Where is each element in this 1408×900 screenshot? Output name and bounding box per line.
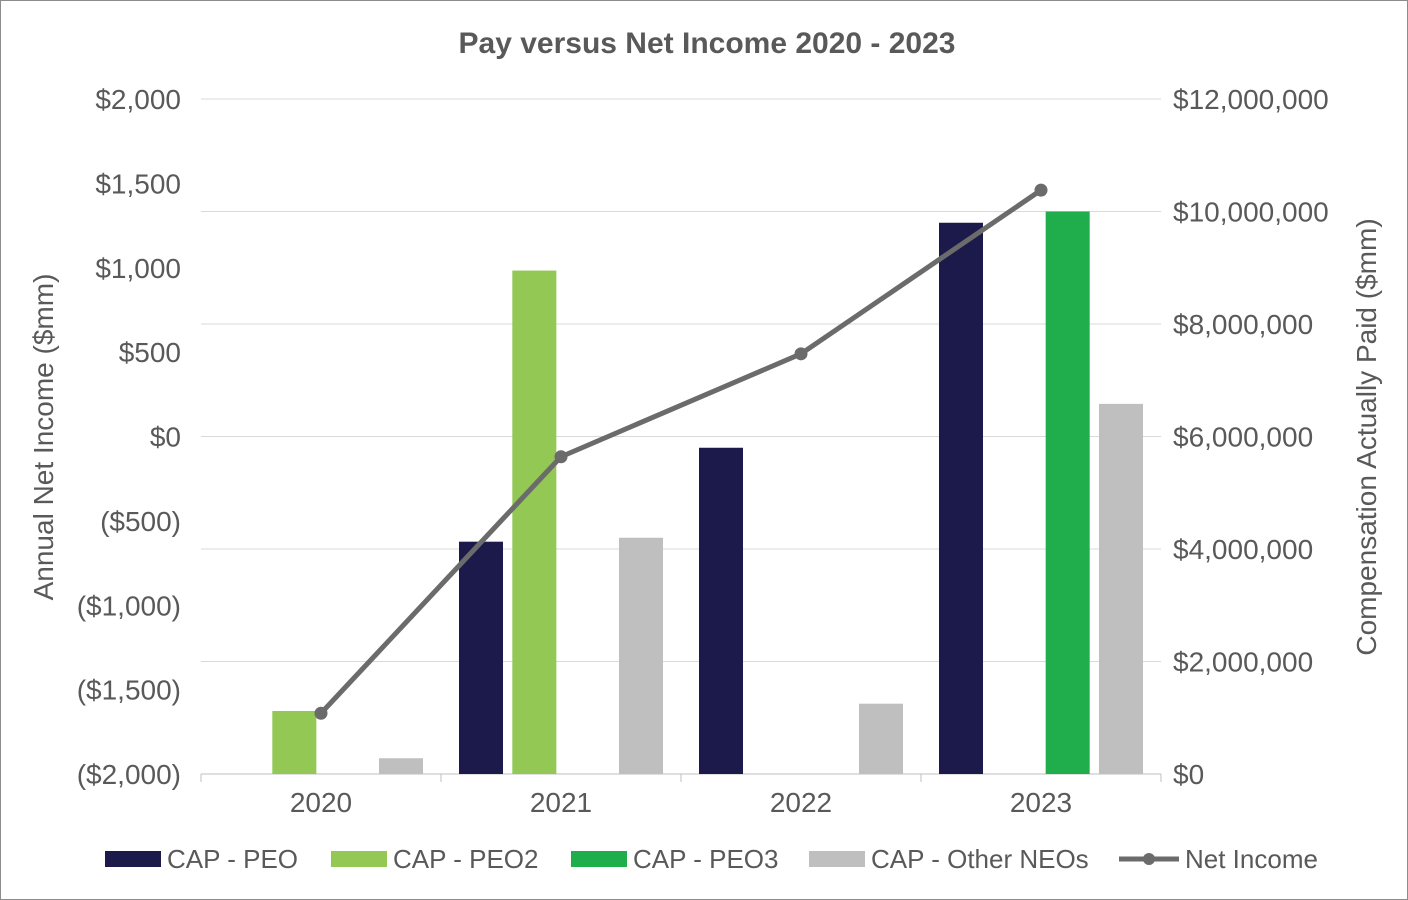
bar: [699, 447, 743, 774]
line-point: [1034, 183, 1048, 197]
left-tick-label: $1,500: [95, 168, 181, 199]
left-tick-label: $0: [150, 422, 181, 453]
right-tick-label: $8,000,000: [1173, 309, 1313, 340]
line-point: [794, 347, 808, 361]
right-tick-label: $10,000,000: [1173, 197, 1329, 228]
bar: [272, 711, 317, 774]
x-tick-label: 2023: [1010, 787, 1072, 818]
left-tick-label: ($1,000): [77, 590, 181, 621]
line-point: [554, 450, 568, 464]
right-tick-label: $4,000,000: [1173, 534, 1313, 565]
legend-label: CAP - PEO2: [393, 844, 538, 874]
chart-title: Pay versus Net Income 2020 - 2023: [459, 27, 956, 60]
left-tick-label: ($500): [100, 506, 181, 537]
x-tick-label: 2020: [290, 787, 352, 818]
bar: [939, 222, 983, 774]
right-tick-label: $2,000,000: [1173, 647, 1313, 678]
right-tick-label: $12,000,000: [1173, 84, 1329, 115]
bar: [619, 537, 663, 774]
left-tick-label: ($2,000): [77, 759, 181, 790]
legend-swatch: [331, 851, 387, 867]
left-tick-label: $1,000: [95, 253, 181, 284]
bar: [1099, 403, 1143, 774]
legend-swatch: [571, 851, 627, 867]
left-tick-label: $500: [119, 337, 181, 368]
right-tick-label: $0: [1173, 759, 1204, 790]
right-axis-ticks: $12,000,000 $10,000,000 $8,000,000 $6,000,0…: [1173, 84, 1329, 790]
line-path: [319, 188, 1043, 715]
net-income-line: [314, 183, 1048, 720]
legend-label: CAP - PEO3: [633, 844, 778, 874]
x-tick-label: 2021: [530, 787, 592, 818]
line-point: [314, 706, 328, 720]
x-tick-label: 2022: [770, 787, 832, 818]
bars: [272, 211, 1143, 774]
legend-swatch-marker: [1143, 853, 1155, 865]
bar: [459, 541, 503, 774]
left-axis-title: Annual Net Income ($mm): [28, 274, 59, 601]
legend-swatch: [105, 851, 161, 867]
bar: [1045, 211, 1090, 774]
left-tick-label: ($1,500): [77, 675, 181, 706]
x-axis: 2020 2021 2022 2023: [200, 774, 1162, 818]
gridlines: [201, 98, 1161, 775]
legend-label: Net Income: [1185, 844, 1318, 874]
legend-label: CAP - PEO: [167, 844, 298, 874]
left-tick-label: $2,000: [95, 84, 181, 115]
left-axis-ticks: $2,000 $1,500 $1,000 $500 $0 ($500) ($1,000) ($…: [77, 84, 181, 790]
bar: [859, 703, 903, 774]
legend: CAP - PEO CAP - PEO2 CAP - PEO3 CAP - Other…: [105, 844, 1318, 874]
bar: [379, 758, 423, 774]
right-axis-title: Compensation Actually Paid ($mm): [1351, 218, 1382, 655]
right-tick-label: $6,000,000: [1173, 422, 1313, 453]
legend-swatch: [809, 851, 865, 867]
legend-label: CAP - Other NEOs: [871, 844, 1089, 874]
bar: [512, 270, 557, 774]
